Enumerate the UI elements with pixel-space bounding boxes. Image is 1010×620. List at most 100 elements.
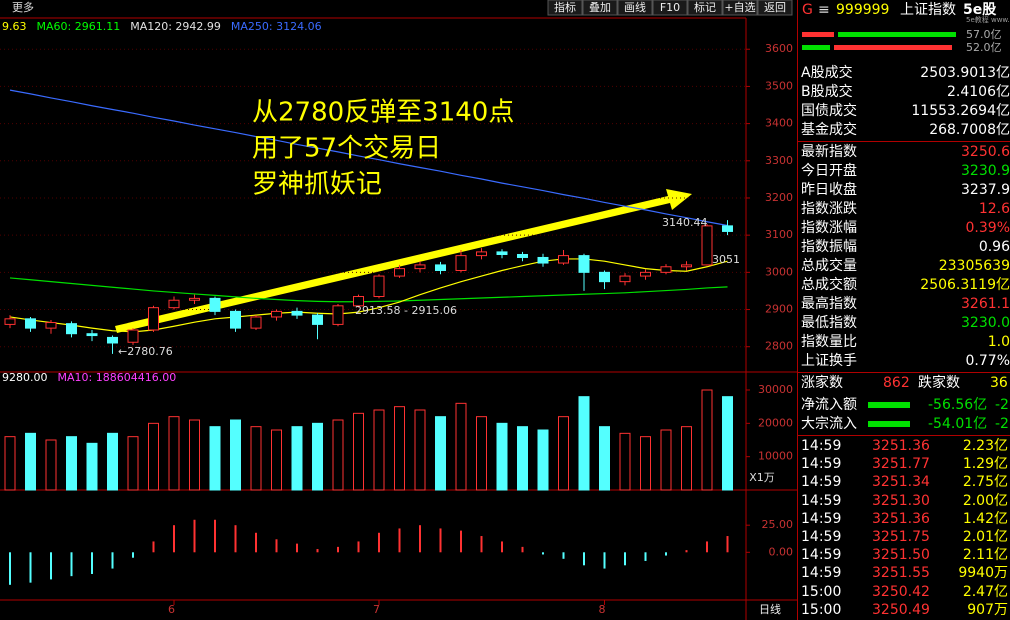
legend-entry: MA60: 2961.11	[37, 20, 121, 33]
separator	[798, 435, 1010, 436]
tick-volume: 907万	[967, 601, 1008, 618]
toolbar-button-label[interactable]: 标记	[694, 0, 716, 14]
volume-bar	[394, 406, 405, 491]
candle-body	[312, 314, 323, 325]
volume-unit: X1万	[749, 471, 775, 484]
row-value: 0.39%	[965, 220, 1010, 236]
tick-price: 3251.55	[872, 565, 930, 582]
flow-bar	[838, 32, 956, 37]
flow-bar	[802, 32, 834, 37]
row-value: 3237.9	[961, 182, 1010, 198]
flow-bar	[802, 45, 830, 50]
volume-bar	[25, 432, 36, 491]
volume-bar	[45, 439, 57, 491]
candle-body	[271, 310, 282, 318]
row-value: 2.4106亿	[947, 84, 1010, 100]
y-tick-label: 3200	[765, 191, 793, 204]
tick-time: 14:59	[801, 510, 842, 527]
tick-volume: 9940万	[958, 565, 1008, 582]
menu-label[interactable]: 更多	[12, 0, 34, 14]
row-label: 今日开盘	[801, 163, 857, 179]
legend-entry: MA250: 3124.06	[231, 20, 322, 33]
volume-bar	[312, 422, 323, 491]
toolbar-button[interactable]	[582, 0, 618, 16]
toolbar-button[interactable]	[617, 0, 653, 16]
tick-time: 14:59	[801, 547, 842, 564]
row-label: 基金成交	[801, 122, 857, 138]
row-label: 最低指数	[801, 315, 857, 331]
toolbar-button[interactable]	[687, 0, 723, 16]
candle-body	[4, 318, 16, 325]
row-value: 3261.1	[961, 296, 1010, 312]
tick-volume: 2.47亿	[962, 583, 1008, 600]
row-value: 0.77%	[965, 353, 1010, 369]
tick-volume: 2.11亿	[962, 547, 1008, 564]
toolbar-button-label[interactable]: F10	[660, 1, 680, 14]
volume-bar	[619, 432, 631, 491]
candle-body	[291, 310, 303, 316]
x-tick-label: 7	[373, 603, 380, 616]
y-tick-label: 3100	[765, 228, 793, 241]
menu-icon: ≡	[818, 2, 830, 18]
volume-bar	[148, 422, 159, 491]
toolbar-button-label[interactable]: 画线	[624, 0, 646, 14]
row-label: 指数量比	[801, 334, 857, 350]
code-prefix: G	[802, 2, 813, 18]
volume-bar	[189, 419, 200, 491]
toolbar-button[interactable]	[652, 0, 688, 16]
toolbar-button[interactable]	[722, 0, 758, 16]
tick-price: 3251.50	[872, 547, 930, 564]
row-value: 3230.0	[961, 315, 1010, 331]
volume-bar	[496, 422, 508, 491]
toolbar-button[interactable]	[547, 0, 583, 16]
volume-bar	[271, 429, 282, 491]
volume-bar	[640, 436, 651, 491]
candle-body	[25, 318, 36, 329]
candle-body	[373, 275, 385, 298]
y-tick-label: 30000	[758, 383, 793, 396]
candle-body	[537, 256, 549, 264]
candle-body	[148, 307, 159, 331]
candle-body	[619, 275, 631, 283]
row-label: B股成交	[801, 84, 853, 100]
volume-bar	[209, 426, 221, 491]
volume-bar	[722, 396, 733, 491]
flow-label: 净流入额	[801, 397, 857, 413]
toolbar-button-label[interactable]: 指标	[554, 0, 576, 14]
candle-body	[701, 225, 713, 266]
tick-price: 3251.75	[872, 529, 930, 545]
candle-body	[455, 255, 467, 271]
candle-body	[66, 323, 77, 335]
row-value: 2503.9013亿	[920, 65, 1010, 81]
volume-bar	[373, 409, 385, 491]
y-tick-label: 3000	[765, 265, 793, 278]
caption-line: 罗神抓妖记	[252, 170, 382, 200]
stock-code: 999999	[836, 2, 890, 18]
toolbar-button-label[interactable]: 叠加	[589, 1, 611, 14]
tick-time: 14:59	[801, 565, 842, 582]
breadth-value: 862	[883, 375, 910, 391]
volume-bar	[230, 419, 241, 491]
y-tick-label: 3400	[765, 117, 793, 130]
legend-entry: 9.63	[2, 20, 27, 33]
candle-body	[86, 333, 98, 337]
row-value: 1.0	[987, 334, 1010, 350]
volume-bar	[517, 426, 528, 491]
candle-body	[353, 296, 364, 307]
volume-bar	[66, 436, 77, 491]
toolbar-button-label[interactable]: +自选	[724, 1, 755, 14]
price-annotation: 2913.58 - 2915.06	[355, 304, 457, 317]
row-label: 最新指数	[801, 144, 857, 160]
caption-line: 用了57个交易日	[252, 134, 441, 164]
tick-time: 14:59	[801, 529, 842, 545]
candle-body	[435, 264, 446, 271]
volume-bar	[291, 426, 303, 491]
toolbar-button[interactable]	[757, 0, 793, 16]
period-label[interactable]: 日线	[759, 602, 781, 616]
toolbar-button-label[interactable]: 返回	[764, 1, 786, 14]
tick-price: 3251.77	[872, 456, 930, 473]
volume-bar	[537, 429, 549, 491]
y-tick-label: 20000	[758, 416, 793, 429]
tick-price: 3250.42	[872, 583, 930, 600]
